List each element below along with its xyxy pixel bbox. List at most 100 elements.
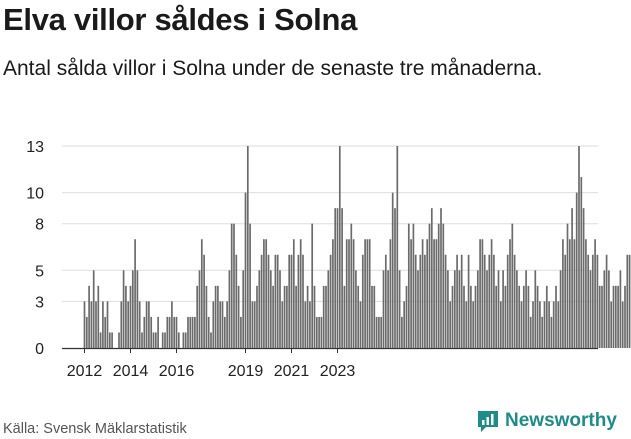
bar xyxy=(525,270,527,348)
bar xyxy=(338,146,341,348)
source-note: Källa: Svensk Mäklarstatistik xyxy=(3,421,187,437)
bar xyxy=(207,316,210,348)
bar xyxy=(621,301,624,348)
bar xyxy=(511,223,514,348)
bar xyxy=(357,285,360,348)
bar xyxy=(479,239,481,348)
bar xyxy=(141,332,143,348)
bar xyxy=(499,301,502,348)
bar xyxy=(437,223,440,348)
bar xyxy=(168,316,171,348)
bar xyxy=(465,301,468,348)
bar xyxy=(548,301,550,348)
bar xyxy=(210,332,212,348)
bar xyxy=(92,270,95,348)
bar xyxy=(493,254,495,348)
bar xyxy=(440,208,442,348)
bars xyxy=(83,146,631,348)
bar xyxy=(235,254,238,348)
bar xyxy=(134,239,136,348)
bar xyxy=(283,285,286,348)
bar xyxy=(463,285,465,348)
bar xyxy=(288,254,291,348)
bar xyxy=(410,239,412,348)
bar xyxy=(364,239,366,348)
bar xyxy=(267,254,270,348)
y-tick-label: 8 xyxy=(35,217,44,234)
bar xyxy=(125,285,127,348)
bar xyxy=(143,316,146,348)
bar xyxy=(292,239,295,348)
bar xyxy=(419,254,422,348)
bar xyxy=(502,270,504,348)
x-tick-label: 2014 xyxy=(113,363,149,380)
bar xyxy=(253,301,256,348)
bar xyxy=(251,301,254,348)
bar xyxy=(366,239,369,348)
bar xyxy=(566,223,569,348)
bar xyxy=(315,316,318,348)
bar xyxy=(589,270,592,348)
bar xyxy=(244,192,247,348)
bar xyxy=(246,146,249,348)
brand-logo[interactable]: Newsworthy xyxy=(476,409,617,433)
bar xyxy=(451,285,454,348)
bar xyxy=(205,285,208,348)
bar xyxy=(122,270,125,348)
bar xyxy=(541,316,544,348)
bar xyxy=(361,254,364,348)
bar xyxy=(382,270,385,348)
bar xyxy=(111,332,113,348)
bar xyxy=(481,239,484,348)
bar xyxy=(522,285,525,348)
bar xyxy=(164,332,166,348)
bar xyxy=(539,301,541,348)
bar xyxy=(304,301,307,348)
bar xyxy=(306,285,309,348)
bar xyxy=(177,332,180,348)
bar xyxy=(272,285,274,348)
bar xyxy=(90,301,93,348)
bar xyxy=(587,254,590,348)
bar xyxy=(237,285,240,348)
bar xyxy=(322,285,325,348)
bar xyxy=(187,316,189,348)
bar xyxy=(350,223,353,348)
bar xyxy=(543,301,546,348)
y-tick-label: 0 xyxy=(35,341,44,358)
bar xyxy=(332,239,334,348)
bar xyxy=(329,254,332,348)
bar xyxy=(286,285,288,348)
bar xyxy=(426,239,429,348)
bar xyxy=(518,285,521,348)
bar xyxy=(194,316,196,348)
bar xyxy=(184,332,187,348)
bar xyxy=(198,270,201,348)
bar xyxy=(83,301,86,348)
bar xyxy=(483,254,486,348)
bar xyxy=(509,239,511,348)
bar xyxy=(573,239,576,348)
bar xyxy=(106,301,109,348)
bar xyxy=(582,208,585,348)
bar xyxy=(150,316,153,348)
bar xyxy=(152,332,155,348)
bar xyxy=(313,285,316,348)
bar xyxy=(223,316,226,348)
bar xyxy=(97,285,100,348)
bar xyxy=(435,239,438,348)
bar xyxy=(557,301,560,348)
bar xyxy=(598,285,601,348)
bar xyxy=(161,332,164,348)
bar xyxy=(217,285,219,348)
bar xyxy=(626,254,629,348)
bar xyxy=(334,208,337,348)
bar xyxy=(368,239,371,348)
bar xyxy=(405,285,408,348)
bar xyxy=(603,270,606,348)
bar xyxy=(403,301,406,348)
bar xyxy=(552,301,555,348)
bar xyxy=(513,254,516,348)
bar xyxy=(412,223,415,348)
bar xyxy=(516,270,518,348)
